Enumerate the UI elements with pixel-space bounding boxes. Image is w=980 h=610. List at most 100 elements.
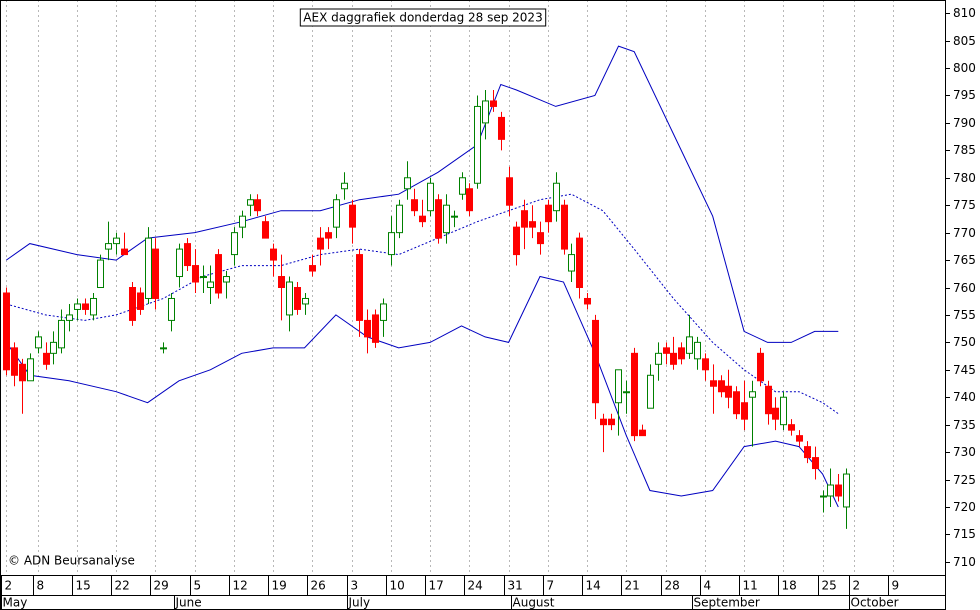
x-tick-label: 26: [311, 579, 326, 593]
y-tick-label: 800: [953, 61, 976, 75]
candle-body: [309, 265, 316, 272]
candle-body: [168, 297, 175, 321]
candle-body: [317, 237, 324, 250]
x-tick-label: 2: [853, 579, 861, 593]
candle-body: [812, 457, 819, 470]
candle-body: [254, 199, 261, 212]
candle-body: [184, 243, 191, 267]
candle-body: [843, 473, 850, 508]
x-tick-label: 29: [154, 579, 169, 593]
candle-body: [404, 177, 411, 190]
candle-body: [459, 177, 466, 195]
x-tick-label: 24: [468, 579, 483, 593]
month-label: May: [3, 596, 28, 610]
candle-body: [757, 352, 764, 382]
y-tick-label: 730: [953, 445, 976, 459]
candle-body: [349, 204, 356, 228]
candle-body: [796, 435, 803, 442]
y-tick-label: 720: [953, 500, 976, 514]
candle-body: [498, 116, 505, 140]
candle-body: [341, 182, 348, 190]
x-tick-label: 9: [892, 579, 900, 593]
candle-body: [615, 369, 622, 404]
x-tick-label: 31: [508, 579, 523, 593]
x-tick-label: 14: [586, 579, 601, 593]
x-tick-label: 12: [233, 579, 248, 593]
candle-body: [419, 215, 426, 223]
candle-body: [215, 254, 222, 294]
candle-body: [608, 418, 615, 426]
candle-body: [710, 380, 717, 387]
candle-body: [820, 495, 827, 498]
candle-body: [200, 276, 207, 279]
month-label: August: [513, 596, 555, 610]
candle-body: [718, 380, 725, 393]
y-tick-label: 760: [953, 281, 976, 295]
title-box: AEX daggrafiek donderdag 28 sep 2023: [299, 8, 547, 27]
candle-body: [639, 429, 646, 437]
x-tick-label: 15: [76, 579, 91, 593]
y-tick-label: 770: [953, 226, 976, 240]
x-tick-label: 11: [743, 579, 758, 593]
candle-body: [105, 243, 112, 250]
candle-body: [545, 204, 552, 223]
month-label: June: [175, 596, 202, 610]
x-tick-label: 2: [5, 579, 13, 593]
y-tick-label: 790: [953, 116, 976, 130]
candle-body: [137, 292, 144, 310]
candle-body: [482, 100, 489, 124]
candle-body: [121, 248, 128, 256]
y-tick-label: 785: [953, 143, 976, 157]
candle-body: [58, 319, 65, 349]
x-tick-label: 19: [272, 579, 287, 593]
candle-body: [270, 248, 277, 261]
y-tick-label: 775: [953, 198, 976, 212]
y-tick-label: 725: [953, 473, 976, 487]
candle-body: [451, 215, 458, 218]
candle-body: [145, 237, 152, 299]
candle-body: [262, 221, 269, 239]
candle-body: [302, 297, 309, 305]
candle-body: [835, 484, 842, 497]
candle-body: [513, 226, 520, 256]
candle-body: [623, 391, 630, 394]
candle-body: [286, 281, 293, 316]
y-tick-label: 745: [953, 363, 976, 377]
candle-body: [427, 182, 434, 212]
candle-body: [827, 484, 834, 497]
candle-body: [647, 374, 654, 409]
y-tick-label: 805: [953, 34, 976, 48]
candle-body: [686, 336, 693, 354]
annotation: © ADN Beursanalyse: [8, 554, 135, 568]
candle-body: [678, 347, 685, 360]
month-label: September: [694, 596, 760, 610]
chart-title: AEX daggrafiek donderdag 28 sep 2023: [303, 11, 542, 25]
candle-body: [3, 292, 10, 371]
grid: [6, 0, 894, 575]
candle-body: [90, 297, 97, 316]
candle-body: [50, 341, 57, 354]
candle-body: [553, 182, 560, 212]
y-tick-label: 740: [953, 390, 976, 404]
candle-body: [733, 391, 740, 415]
y-tick-label: 750: [953, 335, 976, 349]
candle-body: [231, 232, 238, 256]
x-tick-label: 18: [782, 579, 797, 593]
candle-body: [325, 232, 332, 239]
candle-body: [278, 276, 285, 288]
band-lower: [5, 275, 839, 508]
candle-body: [97, 259, 104, 289]
x-tick-label: 22: [115, 579, 130, 593]
y-tick-label: 795: [953, 88, 976, 102]
candle-body: [27, 358, 34, 382]
candle-body: [670, 352, 677, 365]
candle-body: [129, 287, 136, 321]
candle-body: [356, 254, 363, 321]
x-tick-label: 17: [429, 579, 444, 593]
band-middle: [6, 193, 839, 415]
y-tick-label: 780: [953, 171, 976, 185]
candle-body: [655, 352, 662, 365]
x-tick-label: 5: [194, 579, 202, 593]
candle-body: [388, 232, 395, 256]
